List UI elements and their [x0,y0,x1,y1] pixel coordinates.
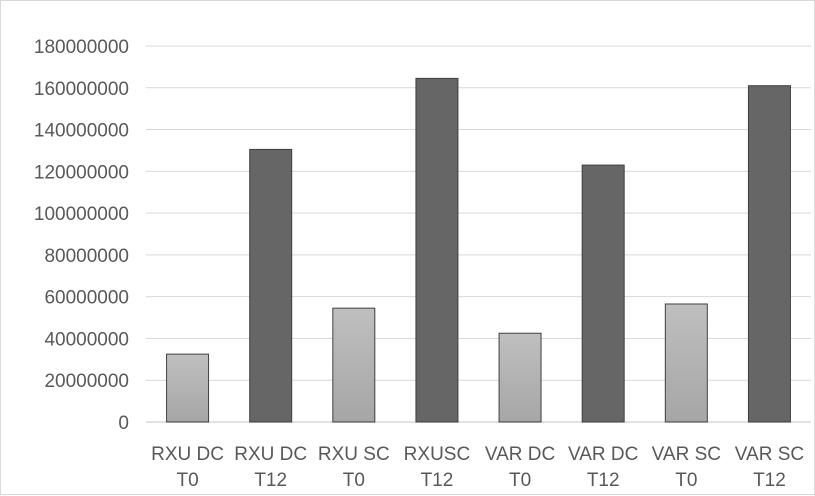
x-category-label: T0 [343,470,365,491]
x-category-label: T12 [254,470,287,491]
x-category-label: RXU SC [318,444,390,465]
y-tick-label: 0 [118,413,129,434]
x-category-label: T0 [509,470,531,491]
bar [249,148,293,423]
x-category-label: VAR SC [735,444,804,465]
x-category-label: VAR DC [485,444,555,465]
bar [498,332,542,423]
x-category-label: T12 [753,470,786,491]
x-category-label: T12 [587,470,620,491]
bars [166,77,791,423]
x-category-label: RXUSC [404,444,471,465]
x-category-label: T0 [176,470,198,491]
bar [664,303,708,423]
x-category-label: VAR SC [652,444,721,465]
y-tick-label: 20000000 [44,371,129,392]
y-tick-label: 140000000 [34,121,129,142]
x-category-label: RXU DC [234,444,307,465]
bar [747,85,791,423]
y-tick-label: 60000000 [44,288,129,309]
x-category-label: T0 [675,470,697,491]
y-tick-label: 80000000 [44,246,129,267]
y-tick-label: 120000000 [34,162,129,183]
gridlines [146,45,811,423]
bar [581,164,625,423]
x-category-label: VAR DC [568,444,638,465]
bar [166,353,210,423]
bar [415,77,459,423]
y-tick-label: 180000000 [34,37,129,58]
y-axis-tick-labels: 0 20000000 40000000 60000000 80000000 1000000… [34,37,129,434]
y-tick-label: 160000000 [34,79,129,100]
x-category-label: RXU DC [151,444,224,465]
x-category-label: T12 [421,470,454,491]
y-tick-label: 100000000 [34,204,129,225]
y-tick-label: 40000000 [44,329,129,350]
x-axis-category-labels: RXU DC T0 RXU DC T12 RXU SC T0 RXUSC T12 VAR DC T… [151,444,804,491]
bar [332,307,376,423]
